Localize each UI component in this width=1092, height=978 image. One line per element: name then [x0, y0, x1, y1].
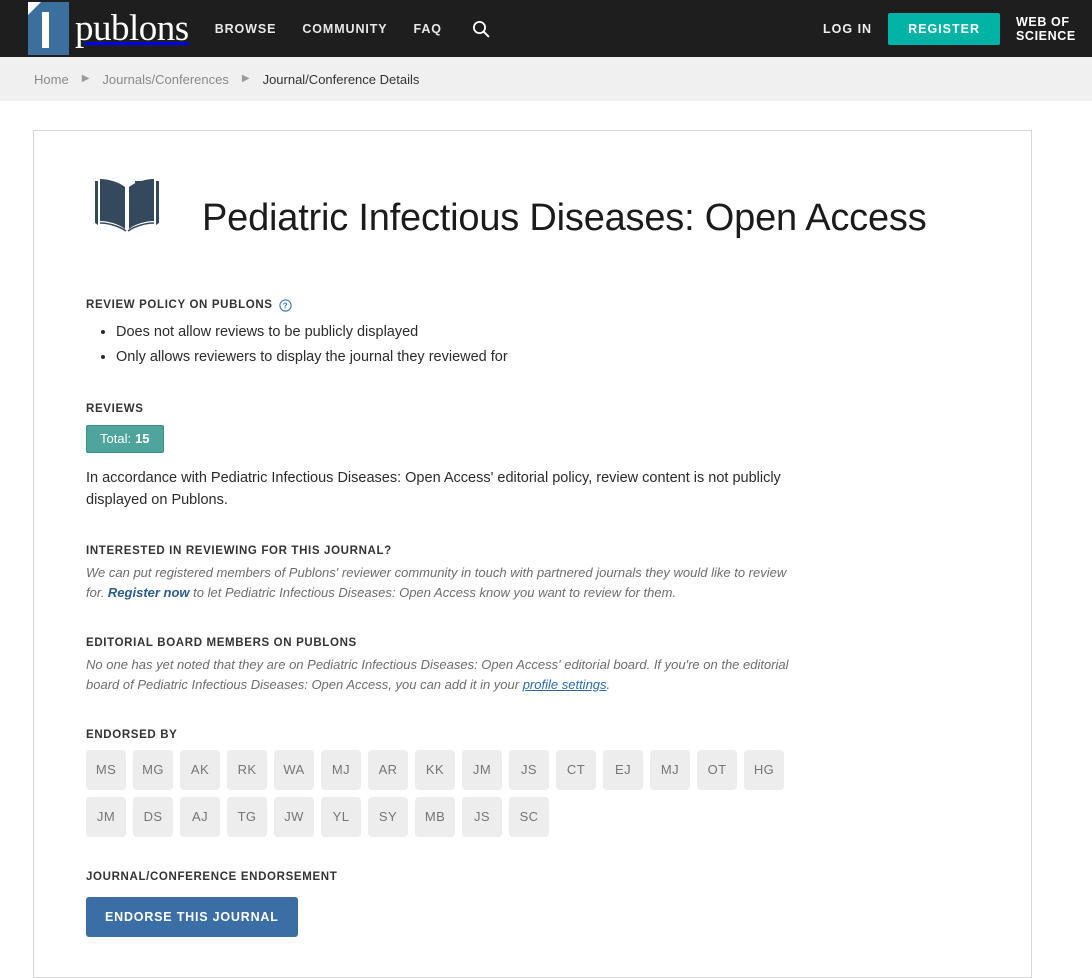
endorser-avatar[interactable]: MJ: [321, 749, 361, 790]
reviews-total-value: 15: [135, 430, 150, 446]
publons-logo[interactable]: publons: [28, 0, 189, 57]
endorser-avatar[interactable]: AJ: [180, 796, 220, 837]
endorser-avatar[interactable]: YL: [321, 796, 361, 837]
editorial-board-text-after: .: [606, 676, 611, 692]
endorser-avatar[interactable]: WA: [274, 749, 314, 790]
breadcrumb-item-current: Journal/Conference Details: [262, 71, 420, 87]
breadcrumb-item-home[interactable]: Home: [34, 71, 69, 87]
review-policy-label-text: REVIEW POLICY ON PUBLONS: [86, 299, 273, 312]
endorser-avatar[interactable]: JM: [462, 749, 502, 790]
editorial-board-text-before: No one has yet noted that they are on Pe…: [86, 656, 789, 692]
endorser-avatar[interactable]: HG: [744, 749, 784, 790]
editorial-board-label: EDITORIAL BOARD MEMBERS ON PUBLONS: [86, 636, 357, 649]
publons-logo-icon: [28, 2, 69, 55]
nav-item-community[interactable]: COMMUNITY: [302, 21, 388, 36]
endorser-avatar[interactable]: RK: [227, 749, 267, 790]
journal-endorsement-section: JOURNAL/CONFERENCE ENDORSEMENT ENDORSE T…: [86, 871, 812, 937]
log-in-link[interactable]: LOG IN: [823, 21, 873, 36]
endorsed-by-label: ENDORSED BY: [86, 728, 178, 741]
editorial-board-section: EDITORIAL BOARD MEMBERS ON PUBLONS No on…: [86, 637, 812, 695]
search-icon[interactable]: [468, 16, 494, 42]
nav-item-faq[interactable]: FAQ: [413, 21, 442, 36]
list-item: Only allows reviewers to display the jou…: [116, 345, 812, 369]
breadcrumb-separator-icon: ▶: [241, 73, 250, 84]
endorser-avatar[interactable]: AK: [180, 749, 220, 790]
endorsement-label: JOURNAL/CONFERENCE ENDORSEMENT: [86, 870, 338, 883]
endorser-avatar[interactable]: OT: [697, 749, 737, 790]
account-actions: LOG IN REGISTER WEB OF SCIENCE: [823, 12, 1092, 45]
breadcrumb-separator-icon: ▶: [81, 73, 90, 84]
svg-text:?: ?: [282, 302, 288, 311]
nav-item-browse[interactable]: BROWSE: [214, 21, 277, 36]
page-title: Pediatric Infectious Diseases: Open Acce…: [202, 197, 927, 240]
endorser-avatar[interactable]: DS: [133, 796, 173, 837]
web-of-science-link[interactable]: WEB OF SCIENCE: [1016, 14, 1076, 43]
endorser-avatar[interactable]: TG: [227, 796, 267, 837]
endorsed-by-section: ENDORSED BY MS MG AK RK WA MJ AR KK JM JS CT EJ MJ OT…: [86, 729, 812, 837]
review-policy-list: Does not allow reviews to be publicly di…: [86, 320, 812, 369]
register-button[interactable]: REGISTER: [888, 12, 1000, 45]
open-book-icon: [52, 153, 202, 238]
primary-nav: BROWSE COMMUNITY FAQ: [215, 22, 442, 36]
endorser-avatar[interactable]: MS: [86, 749, 126, 790]
endorser-avatar[interactable]: JS: [509, 749, 549, 790]
journal-details: REVIEW POLICY ON PUBLONS ? Does not allo…: [52, 267, 812, 937]
endorser-avatar[interactable]: JS: [462, 796, 502, 837]
journal-header: Pediatric Infectious Diseases: Open Acce…: [52, 153, 1001, 267]
reviews-total-badge[interactable]: Total: 15: [86, 424, 164, 453]
endorser-avatar[interactable]: SC: [509, 796, 549, 837]
profile-settings-link[interactable]: profile settings: [522, 676, 607, 692]
page-body: Pediatric Infectious Diseases: Open Acce…: [0, 101, 1092, 978]
endorser-avatar[interactable]: JM: [86, 796, 126, 837]
reviews-total-label: Total:: [100, 430, 132, 446]
review-policy-section: REVIEW POLICY ON PUBLONS ? Does not allo…: [86, 299, 812, 369]
breadcrumb: Home ▶ Journals/Conferences ▶ Journal/Co…: [0, 57, 1092, 101]
interested-text-after: to let Pediatric Infectious Diseases: Op…: [189, 584, 677, 600]
endorser-avatar[interactable]: SY: [368, 796, 408, 837]
endorser-avatar[interactable]: JW: [274, 796, 314, 837]
endorser-avatar[interactable]: KK: [415, 749, 455, 790]
endorser-avatar[interactable]: MG: [133, 749, 173, 790]
reviews-label: REVIEWS: [86, 402, 144, 415]
editorial-board-text: No one has yet noted that they are on Pe…: [86, 655, 792, 695]
help-circle-icon[interactable]: ?: [278, 299, 292, 312]
endorser-avatar[interactable]: EJ: [603, 749, 643, 790]
endorser-avatar[interactable]: AR: [368, 749, 408, 790]
publons-logo-text: publons: [75, 8, 189, 49]
endorse-this-journal-button[interactable]: ENDORSE THIS JOURNAL: [86, 896, 298, 937]
endorser-avatar[interactable]: MJ: [650, 749, 690, 790]
list-item: Does not allow reviews to be publicly di…: [116, 320, 812, 344]
interested-text: We can put registered members of Publons…: [86, 563, 792, 603]
breadcrumb-item-journals-conferences[interactable]: Journals/Conferences: [102, 71, 229, 87]
reviews-section: REVIEWS Total: 15 In accordance with Pedi…: [86, 403, 812, 511]
register-now-link[interactable]: Register now: [107, 584, 190, 600]
reviews-description: In accordance with Pediatric Infectious …: [86, 469, 781, 508]
endorser-avatar-list: MS MG AK RK WA MJ AR KK JM JS CT EJ MJ OT HG JM DS AJ TG JW…: [86, 749, 812, 837]
interested-label: INTERESTED IN REVIEWING FOR THIS JOURNAL…: [86, 544, 392, 557]
journal-detail-card: Pediatric Infectious Diseases: Open Acce…: [33, 130, 1032, 978]
interested-text-before: We can put registered members of Publons…: [86, 564, 787, 600]
interested-in-reviewing-section: INTERESTED IN REVIEWING FOR THIS JOURNAL…: [86, 545, 812, 603]
top-navigation-bar: publons BROWSE COMMUNITY FAQ LOG IN REGI…: [0, 0, 1092, 57]
review-policy-label: REVIEW POLICY ON PUBLONS ?: [86, 299, 812, 312]
endorser-avatar[interactable]: MB: [415, 796, 455, 837]
endorser-avatar[interactable]: CT: [556, 749, 596, 790]
